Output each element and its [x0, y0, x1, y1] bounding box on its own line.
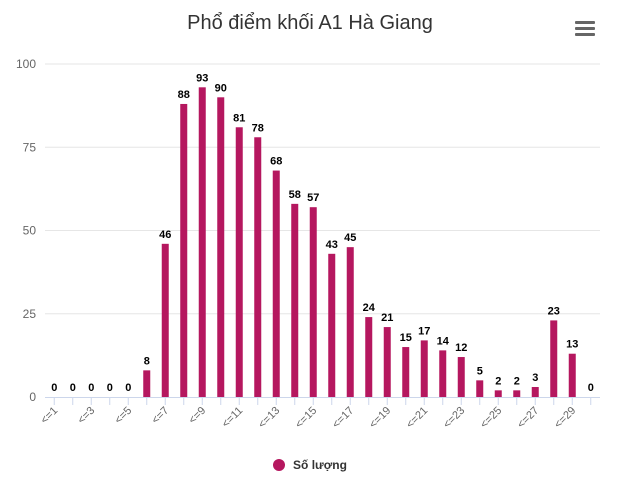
bar-data-label: 12: [455, 342, 467, 354]
x-tick-label: <=9: [186, 405, 208, 427]
bar-data-label: 68: [270, 156, 282, 168]
x-tick-label: <=11: [220, 405, 246, 431]
bar-data-label: 3: [532, 372, 538, 384]
bar[interactable]: [420, 340, 428, 397]
bar-data-label: 57: [307, 192, 319, 204]
bar-data-label: 90: [215, 82, 227, 94]
x-tick-label: <=23: [441, 405, 467, 431]
bar-data-label: 17: [418, 325, 430, 337]
bar[interactable]: [180, 103, 188, 398]
bar[interactable]: [309, 207, 317, 397]
bar[interactable]: [365, 317, 373, 397]
bar-data-label: 2: [514, 375, 520, 387]
x-tick-label: <=7: [149, 405, 171, 427]
bar-data-label: 0: [125, 382, 131, 394]
bar-data-label: 5: [477, 365, 483, 377]
x-tick-label: <=21: [404, 405, 430, 431]
bar[interactable]: [254, 137, 262, 397]
legend-symbol: [273, 459, 286, 471]
bar-data-label: 78: [252, 122, 264, 134]
y-tick-label: 50: [23, 224, 37, 238]
bar[interactable]: [476, 380, 484, 397]
bar[interactable]: [272, 170, 280, 397]
bar[interactable]: [402, 347, 410, 397]
x-tick-label: <=27: [515, 405, 541, 431]
chart-menu-button[interactable]: [572, 18, 598, 40]
y-tick-label: 75: [23, 140, 37, 154]
bar[interactable]: [161, 243, 169, 397]
bar[interactable]: [217, 97, 225, 398]
bar-data-label: 0: [588, 382, 594, 394]
chart-title: Phổ điểm khối A1 Hà Giang: [187, 12, 433, 34]
y-tick-label: 25: [23, 307, 37, 321]
bar-data-label: 2: [495, 375, 501, 387]
x-tick-label: <=19: [367, 405, 393, 431]
x-tick-label: <=15: [293, 405, 319, 431]
bar[interactable]: [457, 357, 465, 397]
bar[interactable]: [550, 320, 558, 397]
x-tick-label: <=13: [256, 405, 282, 431]
bar[interactable]: [198, 87, 206, 397]
bar-data-label: 24: [363, 302, 376, 314]
bar-data-label: 15: [400, 332, 412, 344]
bar-data-label: 21: [381, 312, 393, 324]
x-tick-label: <=5: [112, 405, 134, 427]
bar[interactable]: [346, 247, 354, 397]
bar-data-label: 43: [326, 239, 338, 251]
y-tick-label: 100: [16, 57, 36, 71]
bar[interactable]: [494, 390, 502, 397]
x-tick-label: <=17: [330, 405, 356, 431]
bar[interactable]: [568, 353, 576, 397]
bar[interactable]: [328, 253, 336, 397]
y-tick-label: 0: [29, 390, 36, 404]
x-tick-label: <=25: [478, 405, 504, 431]
bar-data-label: 13: [566, 339, 578, 351]
legend-item-so-luong[interactable]: Số lượng: [273, 458, 347, 472]
bar-data-label: 0: [51, 382, 57, 394]
bar-data-label: 88: [178, 89, 190, 101]
bar-data-label: 45: [344, 232, 356, 244]
bar-data-label: 46: [159, 229, 171, 241]
bar[interactable]: [439, 350, 447, 397]
bar[interactable]: [383, 327, 391, 397]
bar[interactable]: [143, 370, 151, 397]
bar-data-label: 58: [289, 189, 301, 201]
x-tick-label: <=3: [75, 405, 97, 427]
bar-data-label: 23: [548, 305, 560, 317]
bar-data-label: 8: [144, 355, 150, 367]
legend-label: Số lượng: [293, 458, 347, 472]
bar-data-label: 14: [437, 335, 450, 347]
bar[interactable]: [513, 390, 521, 397]
bar[interactable]: [235, 127, 243, 398]
legend: Số lượng: [0, 458, 620, 476]
x-tick-label: <=1: [38, 405, 60, 427]
bar-data-label: 0: [107, 382, 113, 394]
bar-data-label: 0: [88, 382, 94, 394]
bar-data-label: 93: [196, 72, 208, 84]
bar-data-label: 0: [70, 382, 76, 394]
bar-data-label: 81: [233, 112, 245, 124]
bar[interactable]: [531, 387, 539, 397]
bar[interactable]: [291, 203, 299, 397]
x-tick-label: <=29: [552, 405, 578, 431]
